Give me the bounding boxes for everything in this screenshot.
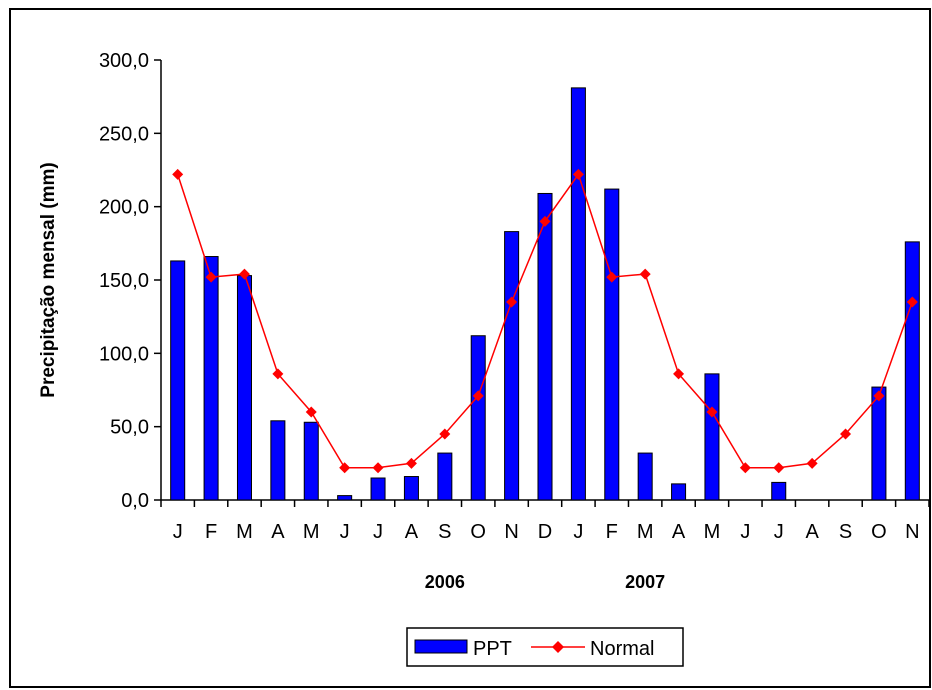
- bar-ppt: [303, 421, 319, 501]
- x-tick-label: F: [205, 521, 217, 543]
- bar-ppt: [370, 477, 386, 501]
- point-normal: [238, 268, 250, 280]
- bar-ppt: [637, 452, 653, 501]
- bar-ppt: [504, 231, 520, 501]
- x-tick-label: A: [672, 521, 686, 543]
- y-axis-title: Precipitação mensal (mm): [38, 162, 59, 397]
- y-tick-label: 250,0: [99, 123, 149, 145]
- point-normal: [205, 271, 217, 283]
- x-tick-label: A: [405, 521, 419, 543]
- point-normal: [873, 390, 885, 402]
- y-tick-label: 300,0: [99, 50, 149, 72]
- y-tick-label: 50,0: [110, 417, 149, 439]
- x-tick-label: F: [606, 521, 618, 543]
- legend-normal-marker: [552, 641, 564, 653]
- x-tick-label: M: [236, 521, 253, 543]
- point-normal: [706, 406, 718, 418]
- legend: PPT Normal: [406, 627, 684, 667]
- x-tick-label: A: [805, 521, 819, 543]
- bar-ppt: [604, 188, 620, 501]
- point-normal: [906, 296, 918, 308]
- y-tick-label: 0,0: [121, 490, 149, 512]
- point-normal: [405, 457, 417, 469]
- bar-ppt: [771, 481, 787, 501]
- point-normal: [806, 457, 818, 469]
- year-label: 2006: [425, 572, 465, 592]
- point-normal: [472, 390, 484, 402]
- y-tick-label: 100,0: [99, 343, 149, 365]
- x-tick-label: J: [340, 521, 350, 543]
- bar-ppt: [537, 192, 553, 501]
- bar-ppt: [704, 373, 720, 501]
- x-tick-label: J: [573, 521, 583, 543]
- x-tick-label: J: [173, 521, 183, 543]
- bar-ppt: [904, 241, 920, 501]
- point-normal: [739, 462, 751, 474]
- x-tick-label: N: [504, 521, 518, 543]
- point-normal: [172, 168, 184, 180]
- x-tick-label: J: [774, 521, 784, 543]
- bar-ppt: [236, 275, 252, 501]
- y-tick-label: 150,0: [99, 270, 149, 292]
- point-normal: [539, 215, 551, 227]
- x-tick-label: A: [271, 521, 285, 543]
- bar-ppt: [437, 452, 453, 501]
- point-normal: [773, 462, 785, 474]
- point-normal: [506, 296, 518, 308]
- bar-ppt: [337, 495, 353, 501]
- point-normal: [840, 428, 852, 440]
- point-normal: [439, 428, 451, 440]
- legend-ppt-label: PPT: [473, 638, 512, 660]
- x-tick-label: N: [905, 521, 919, 543]
- x-tick-label: M: [704, 521, 721, 543]
- point-normal: [372, 462, 384, 474]
- bar-ppt: [403, 476, 419, 501]
- year-label: 2007: [625, 572, 665, 592]
- legend-normal-label: Normal: [590, 638, 654, 660]
- x-tick-label: O: [470, 521, 486, 543]
- x-tick-label: M: [303, 521, 320, 543]
- bar-ppt: [570, 87, 586, 501]
- bar-ppt: [170, 260, 186, 501]
- x-tick-label: S: [438, 521, 451, 543]
- x-tick-label: D: [538, 521, 552, 543]
- point-normal: [339, 462, 351, 474]
- y-tick-label: 200,0: [99, 197, 149, 219]
- bar-ppt: [671, 483, 687, 501]
- point-normal: [272, 368, 284, 380]
- legend-ppt-swatch: [414, 639, 468, 654]
- x-tick-label: M: [637, 521, 654, 543]
- point-normal: [673, 368, 685, 380]
- x-tick-label: S: [839, 521, 852, 543]
- chart-frame: 0,0 50,0 100,0 150,0 200,0 250,0 300,0 J F M A M J J A…: [9, 8, 931, 688]
- point-normal: [606, 271, 618, 283]
- point-normal: [305, 406, 317, 418]
- bar-ppt: [203, 256, 219, 501]
- bar-ppt: [470, 335, 486, 501]
- bar-ppt: [270, 420, 286, 501]
- point-normal: [639, 268, 651, 280]
- x-tick-label: J: [740, 521, 750, 543]
- x-tick-label: O: [871, 521, 887, 543]
- bar-ppt: [871, 386, 887, 501]
- point-normal: [572, 168, 584, 180]
- x-tick-label: J: [373, 521, 383, 543]
